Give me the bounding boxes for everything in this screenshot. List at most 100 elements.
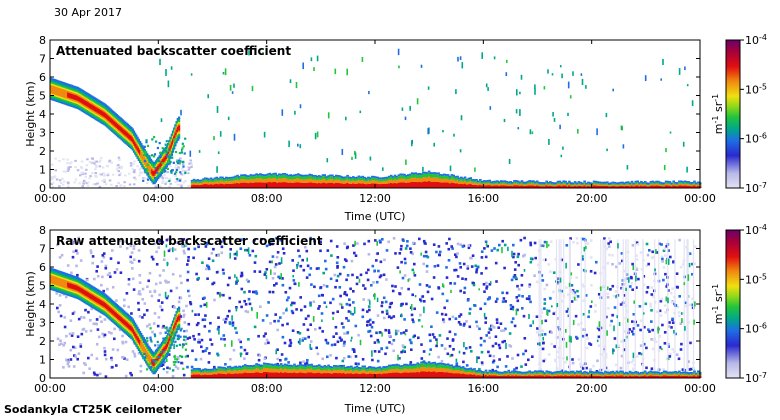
boundary-layer-edge: [475, 179, 478, 181]
noise-cell: [347, 319, 350, 322]
noise-cell: [575, 337, 579, 340]
noise-streak: [642, 239, 644, 373]
boundary-layer-edge: [370, 175, 374, 178]
layer-cell: [61, 91, 64, 94]
noise-cell: [90, 353, 94, 357]
noise-cell: [301, 258, 304, 262]
boundary-layer-base: [221, 183, 224, 189]
noise-cell: [257, 334, 260, 338]
layer-cell: [175, 127, 178, 130]
cloud-speck: [515, 109, 518, 114]
noise-cell: [435, 250, 438, 254]
noise-cell: [58, 294, 62, 297]
layer-cell: [95, 114, 98, 117]
layer-cell: [174, 144, 177, 147]
noise-cell: [155, 250, 158, 254]
boundary-layer-base: [615, 186, 619, 189]
boundary-layer-mid: [611, 184, 615, 186]
boundary-layer-edge: [376, 176, 380, 179]
haze-cell: [176, 179, 179, 182]
cloud-speck: [662, 58, 664, 65]
haze-cell: [79, 174, 82, 177]
noise-cell: [631, 244, 635, 247]
noise-cell: [130, 261, 134, 264]
layer-cell: [134, 140, 137, 144]
cloud-speck: [663, 164, 666, 171]
noise-cell: [668, 321, 671, 324]
boundary-layer-edge: [598, 181, 601, 184]
layer-cell: [61, 278, 64, 281]
noise-cell: [190, 365, 194, 369]
noise-cell: [499, 322, 503, 325]
noise-cell: [174, 365, 178, 369]
boundary-layer-base: [467, 184, 471, 189]
noise-cell: [520, 274, 524, 277]
layer-cell: [75, 103, 78, 106]
layer-cell: [62, 91, 65, 95]
noise-cell: [475, 320, 478, 324]
noise-cell: [101, 254, 105, 257]
layer-cell: [107, 121, 110, 124]
layer-cell: [87, 113, 90, 116]
noise-cell: [68, 332, 72, 336]
cloud-speck: [519, 109, 521, 117]
layer-cell: [152, 173, 155, 176]
boundary-layer-base: [429, 181, 433, 188]
noise-cell: [492, 354, 496, 358]
noise-cell: [524, 363, 528, 366]
layer-cell: [82, 90, 86, 93]
haze-cell: [139, 172, 143, 175]
noise-cell: [445, 276, 449, 279]
layer-cell: [68, 84, 71, 87]
layer-cell: [65, 96, 68, 99]
boundary-layer-top: [213, 179, 217, 182]
cloud-speck: [427, 86, 430, 90]
noise-cell: [448, 317, 451, 321]
layer-cell: [136, 141, 139, 144]
boundary-layer-mid: [213, 181, 217, 185]
layer-cell: [134, 149, 137, 152]
layer-cell: [117, 125, 120, 128]
haze-cell: [58, 185, 61, 188]
plume-cell: [178, 151, 181, 155]
layer-cell: [90, 106, 93, 109]
noise-cell: [203, 318, 207, 321]
layer-cell: [69, 287, 72, 290]
boundary-layer-top: [634, 182, 638, 184]
boundary-layer-base: [664, 185, 668, 189]
boundary-layer-top: [380, 179, 383, 182]
boundary-layer-top: [196, 180, 200, 183]
boundary-layer-mid: [261, 178, 264, 183]
boundary-layer-top: [264, 176, 268, 179]
boundary-layer-mid: [429, 177, 433, 182]
noise-cell: [379, 260, 383, 264]
noise-cell: [477, 356, 480, 360]
layer-cell: [64, 286, 67, 289]
layer-cell: [118, 124, 121, 127]
boundary-layer-base: [689, 186, 692, 189]
boundary-layer-edge: [484, 180, 488, 183]
boundary-layer-top: [609, 184, 613, 186]
noise-cell: [452, 348, 455, 351]
haze-cell: [91, 157, 94, 160]
boundary-layer-mid: [298, 179, 302, 183]
haze-cell: [93, 162, 96, 165]
layer-cell: [112, 120, 115, 123]
noise-cell: [179, 241, 182, 245]
boundary-layer-edge: [551, 182, 554, 184]
boundary-layer-top: [420, 175, 423, 179]
boundary-layer-top: [571, 184, 575, 186]
noise-cell: [309, 304, 312, 307]
layer-cell: [137, 138, 140, 141]
layer-cell: [130, 137, 133, 140]
layer-cell: [64, 86, 67, 89]
noise-cell: [672, 260, 675, 263]
boundary-layer-edge: [352, 176, 355, 178]
haze-cell: [168, 185, 171, 188]
plume-cell: [180, 151, 183, 154]
layer-cell: [152, 170, 155, 173]
noise-cell: [638, 305, 642, 308]
layer-cell: [120, 125, 123, 128]
layer-cell: [103, 105, 106, 108]
layer-cell: [89, 114, 92, 117]
